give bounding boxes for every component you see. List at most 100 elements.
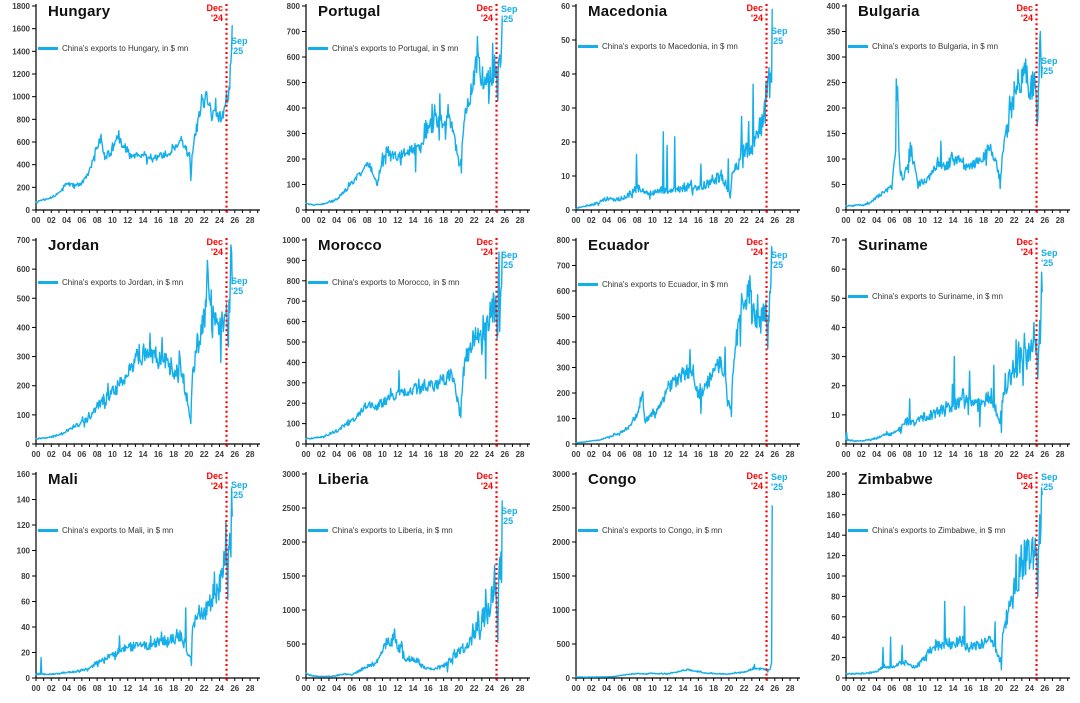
y-tick-label: 200 <box>827 470 841 479</box>
x-tick-label: 22 <box>1010 216 1019 225</box>
y-tick-label: 80 <box>831 592 840 601</box>
x-tick-label: 06 <box>347 450 356 459</box>
x-tick-label: 28 <box>1056 450 1065 459</box>
sep-25-label: Sep '25 <box>1041 248 1058 268</box>
legend-label: China's exports to Morocco, in $ mn <box>332 278 460 287</box>
x-tick-label: 06 <box>617 216 626 225</box>
x-tick-label: 26 <box>1040 216 1049 225</box>
x-tick-label: 28 <box>246 450 255 459</box>
x-tick-label: 24 <box>215 216 224 225</box>
y-tick-label: 0 <box>26 674 31 683</box>
series-line <box>845 30 1043 208</box>
y-tick-label: 500 <box>287 79 301 88</box>
x-tick-label: 26 <box>230 216 239 225</box>
x-tick-label: 06 <box>887 216 896 225</box>
series-line <box>575 245 773 444</box>
series-line <box>845 487 1043 676</box>
dec-24-label: Dec '24 <box>1016 471 1033 491</box>
x-tick-label: 14 <box>139 684 148 693</box>
legend: China's exports to Macedonia, in $ mn <box>578 42 738 51</box>
y-tick-label: 80 <box>21 572 30 581</box>
series-line <box>845 271 1043 443</box>
x-tick-label: 18 <box>709 216 718 225</box>
chart-title: Ecuador <box>588 237 650 254</box>
x-tick-label: 28 <box>786 216 795 225</box>
x-tick-label: 10 <box>108 684 117 693</box>
chart-canvas-congo: 00 02 04 06 08 10 12 14 16 18 20 22 24 26 28 0 500 1000 15… <box>552 470 800 693</box>
legend: China's exports to Mali, in $ mn <box>38 526 173 535</box>
chart-bulgaria: 00 02 04 06 08 10 12 14 16 18 20 22 24 26 28 0 50 100 150 2… <box>810 0 1080 234</box>
y-tick-label: 700 <box>557 262 571 271</box>
x-tick-label: 02 <box>857 216 866 225</box>
y-tick-label: 70 <box>831 236 840 245</box>
y-tick-label: 40 <box>561 70 570 79</box>
x-tick-label: 24 <box>1025 450 1034 459</box>
x-tick-label: 02 <box>587 684 596 693</box>
y-tick-label: 0 <box>836 440 841 449</box>
y-tick-label: 600 <box>287 53 301 62</box>
x-tick-label: 26 <box>500 684 509 693</box>
y-tick-label: 400 <box>17 161 31 170</box>
y-tick-label: 0 <box>296 440 301 449</box>
y-tick-label: 0 <box>26 206 31 215</box>
x-tick-label: 24 <box>485 450 494 459</box>
x-tick-label: 20 <box>724 684 733 693</box>
x-tick-label: 02 <box>317 216 326 225</box>
x-tick-label: 04 <box>602 450 611 459</box>
series-line <box>305 500 503 678</box>
x-tick-label: 16 <box>694 684 703 693</box>
x-tick-label: 24 <box>215 684 224 693</box>
x-tick-label: 14 <box>679 684 688 693</box>
y-tick-label: 0 <box>836 674 841 683</box>
x-tick-label: 20 <box>724 450 733 459</box>
x-tick-label: 12 <box>663 684 672 693</box>
legend-label: China's exports to Liberia, in $ mn <box>332 526 453 535</box>
x-tick-label: 18 <box>169 450 178 459</box>
x-tick-label: 10 <box>918 684 927 693</box>
chart-canvas-hungary: 00 02 04 06 08 10 12 14 16 18 20 22 24 26 28 0 200 400 600… <box>12 2 260 225</box>
x-tick-label: 08 <box>363 450 372 459</box>
chart-canvas-zimbabwe: 00 02 04 06 08 10 12 14 16 18 20 22 24 26 28 0 20 40 60 80 1… <box>827 470 1070 693</box>
x-tick-label: 18 <box>169 216 178 225</box>
x-tick-label: 14 <box>409 216 418 225</box>
legend: China's exports to Portugal, in $ mn <box>308 44 458 53</box>
legend: China's exports to Zimbabwe, in $ mn <box>848 526 1006 535</box>
y-tick-label: 100 <box>287 420 301 429</box>
legend: China's exports to Suriname, in $ mn <box>848 292 1003 301</box>
sep-25-label: Sep '25 <box>1041 56 1058 76</box>
x-tick-label: 08 <box>93 216 102 225</box>
y-tick-label: 0 <box>26 440 31 449</box>
x-tick-label: 00 <box>32 216 41 225</box>
x-tick-label: 10 <box>648 450 657 459</box>
x-tick-label: 06 <box>77 216 86 225</box>
legend-label: China's exports to Bulgaria, in $ mn <box>872 42 999 51</box>
x-tick-label: 00 <box>842 450 851 459</box>
x-tick-label: 14 <box>409 450 418 459</box>
dec-24-label: Dec '24 <box>206 3 223 23</box>
dec-24-label: Dec '24 <box>476 237 493 257</box>
chart-canvas-liberia: 00 02 04 06 08 10 12 14 16 18 20 22 24 26 28 0 500 1000 15… <box>282 470 530 693</box>
x-tick-label: 06 <box>347 684 356 693</box>
chart-liberia: 00 02 04 06 08 10 12 14 16 18 20 22 24 26 28 0 500 1000 15… <box>270 468 540 703</box>
x-tick-label: 18 <box>979 450 988 459</box>
y-tick-label: 1000 <box>552 606 570 615</box>
y-tick-label: 1800 <box>12 2 30 11</box>
x-tick-label: 16 <box>154 216 163 225</box>
y-tick-label: 400 <box>827 2 841 11</box>
y-tick-label: 2500 <box>552 504 570 513</box>
y-tick-label: 1200 <box>12 70 30 79</box>
x-tick-label: 04 <box>332 216 341 225</box>
x-tick-label: 04 <box>872 684 881 693</box>
x-tick-label: 24 <box>755 216 764 225</box>
y-tick-label: 0 <box>296 206 301 215</box>
x-tick-label: 10 <box>648 684 657 693</box>
dec-24-label: Dec '24 <box>746 3 763 23</box>
x-tick-label: 28 <box>516 216 525 225</box>
chart-title: Suriname <box>858 237 928 254</box>
x-tick-label: 26 <box>1040 450 1049 459</box>
x-tick-label: 28 <box>786 684 795 693</box>
y-tick-label: 500 <box>287 640 301 649</box>
series-line <box>305 251 503 440</box>
chart-canvas-morocco: 00 02 04 06 08 10 12 14 16 18 20 22 24 26 28 0 100 200 300… <box>282 236 530 459</box>
x-tick-label: 20 <box>994 450 1003 459</box>
